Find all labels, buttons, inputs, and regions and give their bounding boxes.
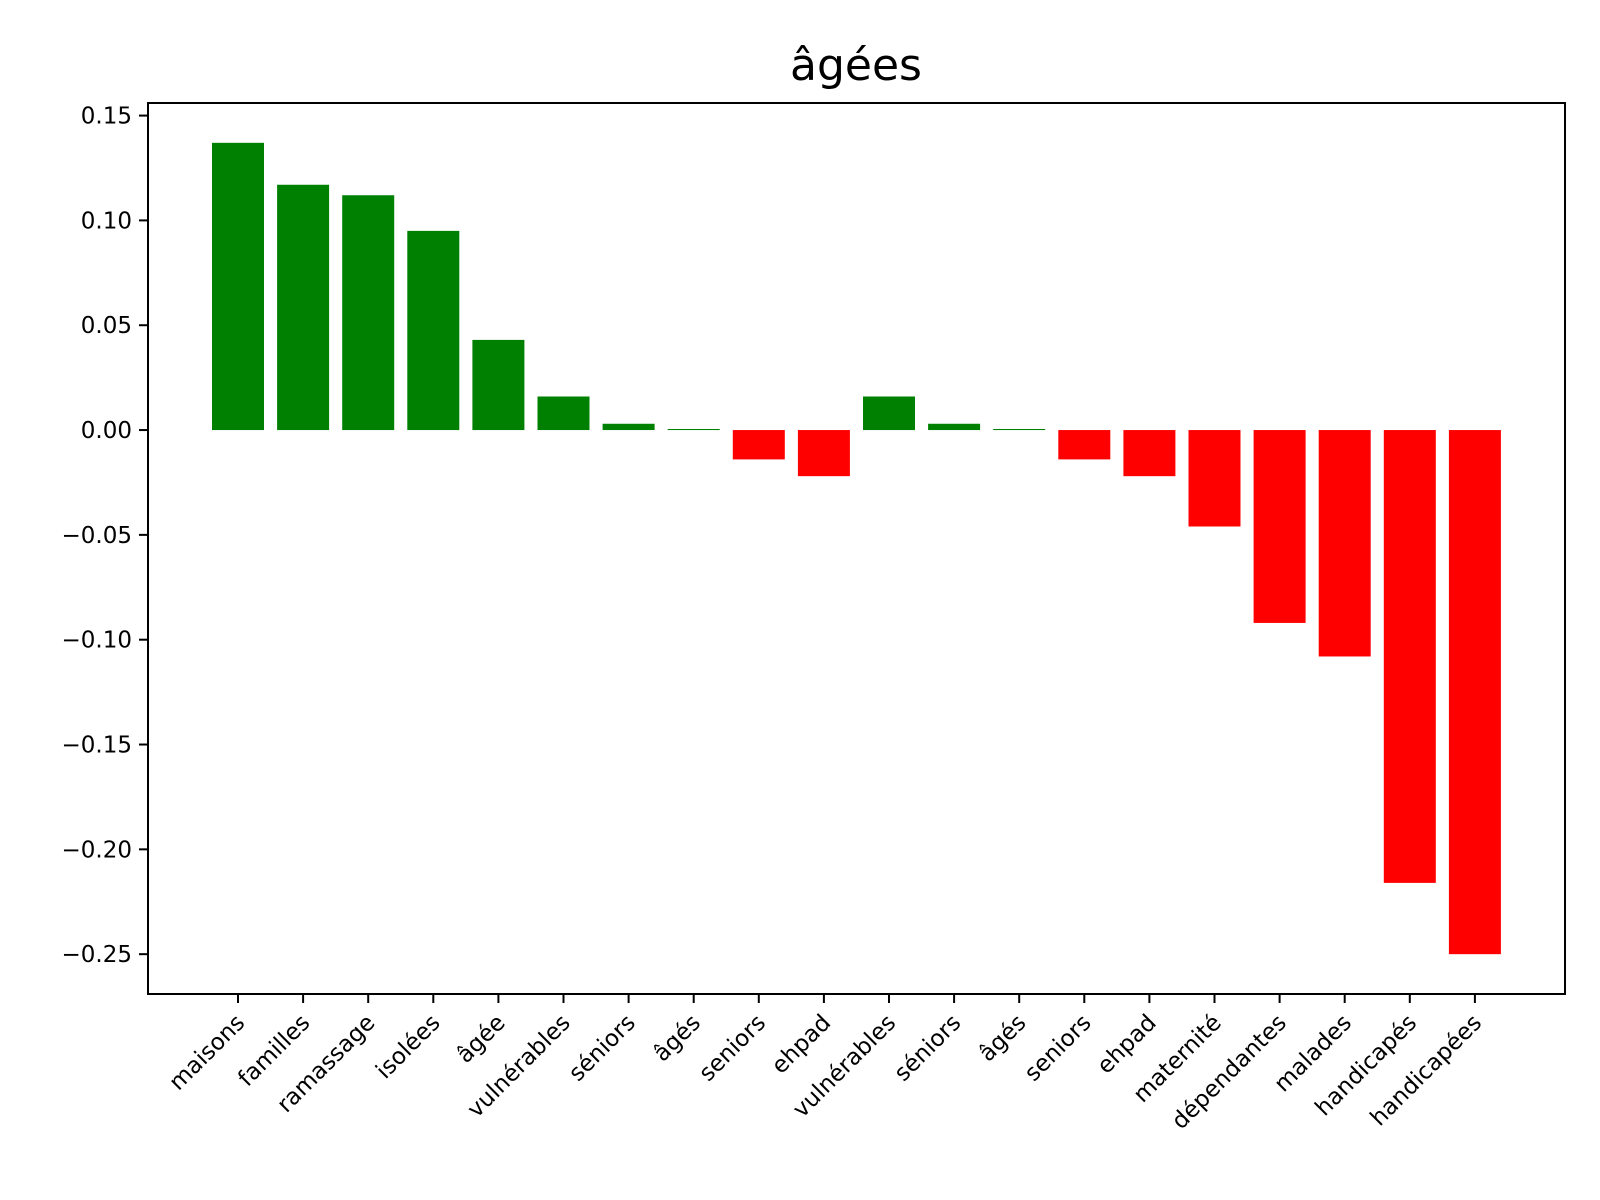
bar-14 <box>1058 430 1111 460</box>
x-tick-label: seniors <box>1020 1010 1097 1087</box>
bar-7 <box>602 423 655 431</box>
y-axis: 0.15 0.10 0.05 0.00 −0.05 −0.10 −0.15 −0.20 −0.2… <box>62 104 148 968</box>
bar-6 <box>537 396 590 431</box>
bar-2 <box>277 184 330 431</box>
y-tick-label: −0.05 <box>62 523 132 549</box>
bar-11 <box>863 396 915 431</box>
x-tick-label: maisons <box>164 1010 250 1096</box>
y-tick-label: −0.20 <box>62 837 132 863</box>
bar-4 <box>407 230 460 431</box>
bar-15 <box>1123 430 1176 477</box>
bar-17 <box>1253 430 1306 623</box>
x-tick-label: âgés <box>974 1010 1031 1067</box>
x-tick-label: handicapées <box>1366 1010 1488 1132</box>
plot-frame <box>147 102 1566 995</box>
bar-13 <box>993 429 1046 431</box>
bar-3 <box>342 195 395 431</box>
y-tick-label: −0.10 <box>62 628 132 654</box>
y-tick-label: 0.10 <box>81 208 132 234</box>
y-tick-label: −0.15 <box>62 733 132 759</box>
bar-1 <box>212 142 264 431</box>
bar-19 <box>1383 430 1436 883</box>
bar-8 <box>667 429 720 431</box>
x-tick-label: âgés <box>649 1010 706 1067</box>
bar-18 <box>1318 430 1371 657</box>
x-tick-label: âgée <box>452 1010 511 1069</box>
bar-16 <box>1188 430 1241 527</box>
x-tick-label: dépendantes <box>1167 1010 1292 1135</box>
bars-group <box>212 142 1501 955</box>
y-tick-label: −0.25 <box>62 942 132 968</box>
x-tick-label: séniors <box>890 1010 967 1087</box>
bar-5 <box>472 339 525 431</box>
y-tick-label: 0.00 <box>81 418 132 444</box>
bar-20 <box>1448 430 1501 955</box>
y-tick-label: 0.15 <box>81 104 132 130</box>
bar-12 <box>928 423 981 431</box>
bar-9 <box>732 430 785 460</box>
y-tick-label: 0.05 <box>81 313 132 339</box>
x-tick-label: isolées <box>371 1010 445 1084</box>
bar-10 <box>797 430 850 477</box>
x-tick-label: séniors <box>564 1010 641 1087</box>
x-tick-label: seniors <box>694 1010 771 1087</box>
chart-title: âgées <box>790 40 922 91</box>
